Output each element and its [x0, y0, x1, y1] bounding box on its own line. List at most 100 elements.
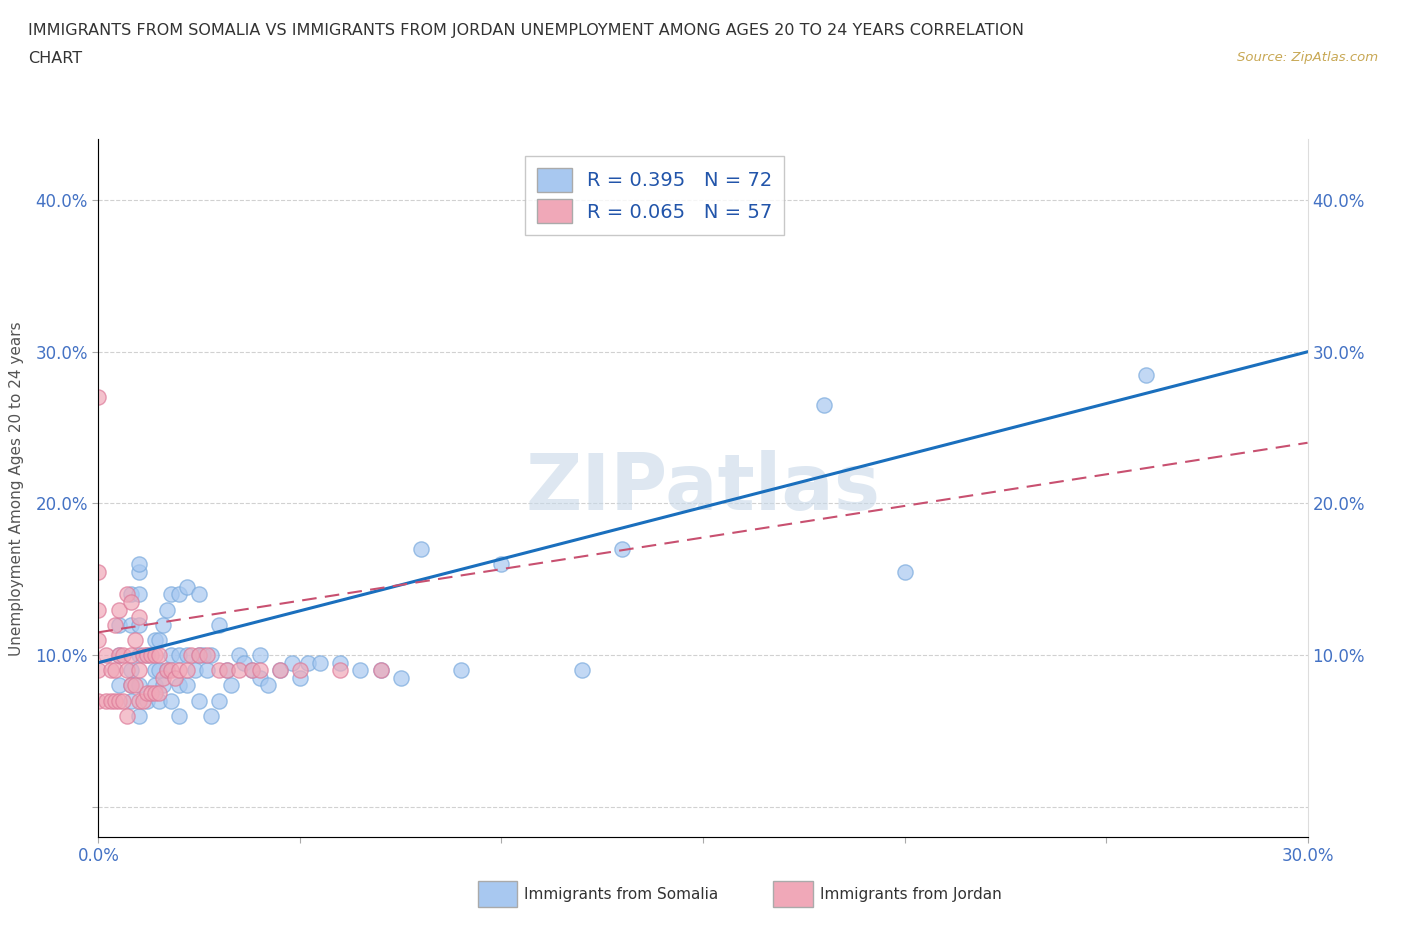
Point	[249, 663, 271, 678]
Point	[208, 663, 231, 678]
Point	[107, 647, 129, 662]
Point	[156, 663, 179, 678]
Point	[160, 587, 183, 602]
Point	[107, 647, 129, 662]
Point	[120, 594, 142, 609]
Point	[111, 693, 134, 708]
Point	[120, 663, 142, 678]
Point	[370, 663, 392, 678]
Point	[228, 647, 250, 662]
Point	[120, 678, 142, 693]
Point	[135, 647, 157, 662]
Point	[288, 663, 311, 678]
Point	[208, 618, 231, 632]
Point	[100, 663, 122, 678]
Point	[200, 647, 222, 662]
Point	[128, 565, 150, 579]
Point	[450, 663, 472, 678]
Point	[120, 693, 142, 708]
Point	[249, 647, 271, 662]
Point	[160, 693, 183, 708]
Point	[571, 663, 593, 678]
Point	[128, 678, 150, 693]
Point	[612, 541, 634, 556]
Point	[176, 678, 198, 693]
Point	[128, 647, 150, 662]
Point	[152, 678, 174, 693]
Point	[124, 678, 146, 693]
Point	[135, 647, 157, 662]
Point	[103, 693, 125, 708]
Point	[269, 663, 291, 678]
Point	[249, 671, 271, 685]
Point	[370, 663, 392, 678]
Point	[152, 618, 174, 632]
Point	[148, 685, 170, 700]
Point	[87, 693, 110, 708]
Legend: R = 0.395   N = 72, R = 0.065   N = 57: R = 0.395 N = 72, R = 0.065 N = 57	[524, 156, 785, 234]
Point	[217, 663, 239, 678]
Point	[167, 647, 190, 662]
Point	[193, 647, 215, 662]
Point	[143, 663, 166, 678]
Point	[329, 656, 352, 671]
Point	[111, 647, 134, 662]
Point	[139, 685, 162, 700]
Point	[135, 693, 157, 708]
Point	[124, 632, 146, 647]
Point	[115, 709, 138, 724]
Point	[232, 656, 254, 671]
Point	[128, 663, 150, 678]
Point	[256, 678, 278, 693]
Point	[87, 565, 110, 579]
Point	[184, 663, 207, 678]
Point	[107, 602, 129, 617]
Point	[148, 663, 170, 678]
Point	[120, 678, 142, 693]
Point	[143, 685, 166, 700]
Point	[107, 693, 129, 708]
Point	[167, 678, 190, 693]
Y-axis label: Unemployment Among Ages 20 to 24 years: Unemployment Among Ages 20 to 24 years	[10, 321, 24, 656]
Point	[143, 632, 166, 647]
Point	[120, 618, 142, 632]
Point	[128, 557, 150, 572]
Point	[96, 693, 118, 708]
Point	[288, 671, 311, 685]
Point	[176, 647, 198, 662]
Point	[167, 587, 190, 602]
Point	[156, 602, 179, 617]
Point	[329, 663, 352, 678]
Point	[148, 693, 170, 708]
Point	[135, 685, 157, 700]
Point	[217, 663, 239, 678]
Point	[87, 663, 110, 678]
Text: Immigrants from Jordan: Immigrants from Jordan	[820, 887, 1001, 902]
Point	[103, 618, 125, 632]
Point	[176, 663, 198, 678]
Point	[115, 663, 138, 678]
Point	[128, 693, 150, 708]
Point	[491, 557, 513, 572]
Point	[100, 693, 122, 708]
Point	[87, 390, 110, 405]
Point	[163, 671, 186, 685]
Point	[389, 671, 412, 685]
Point	[349, 663, 371, 678]
Point	[107, 678, 129, 693]
Point	[200, 709, 222, 724]
Text: Immigrants from Somalia: Immigrants from Somalia	[524, 887, 718, 902]
Text: IMMIGRANTS FROM SOMALIA VS IMMIGRANTS FROM JORDAN UNEMPLOYMENT AMONG AGES 20 TO : IMMIGRANTS FROM SOMALIA VS IMMIGRANTS FR…	[28, 23, 1024, 38]
Point	[228, 663, 250, 678]
Point	[221, 678, 243, 693]
Point	[143, 678, 166, 693]
Point	[128, 709, 150, 724]
Point	[120, 587, 142, 602]
Point	[195, 647, 218, 662]
Point	[893, 565, 915, 579]
Point	[1135, 367, 1157, 382]
Point	[240, 663, 263, 678]
Point	[120, 647, 142, 662]
Point	[103, 663, 125, 678]
Point	[128, 618, 150, 632]
